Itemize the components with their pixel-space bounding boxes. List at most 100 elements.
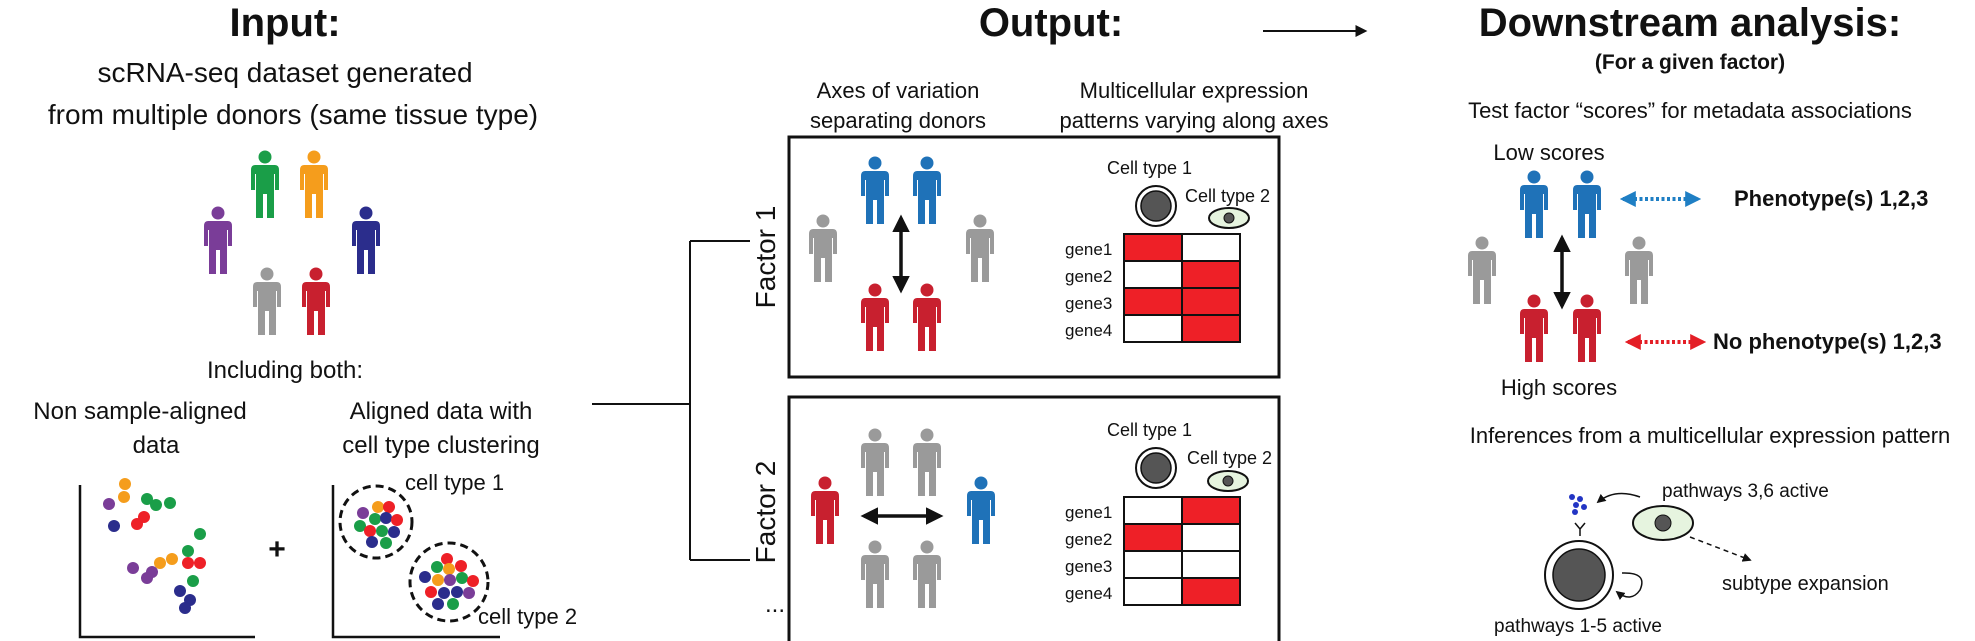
person-icon <box>967 476 995 544</box>
autocrine-arrow <box>1615 572 1643 600</box>
cell-nucleus-icon <box>1140 190 1172 222</box>
person-icon <box>1573 170 1601 238</box>
axes-variation-line2: separating donors <box>810 108 986 133</box>
person-icon <box>861 156 889 224</box>
expression-cell <box>1181 314 1241 343</box>
pathways-3-6-label: pathways 3,6 active <box>1662 481 1829 502</box>
person-icon <box>809 214 837 282</box>
donor-circle <box>204 150 380 335</box>
cell-nucleus-icon <box>1223 212 1235 224</box>
secreted-molecules-icon <box>1569 494 1587 515</box>
person-icon <box>913 428 941 496</box>
input-heading: Input: <box>229 1 340 45</box>
person-icon <box>913 540 941 608</box>
expression-cell <box>1123 496 1183 525</box>
person-icon <box>1573 294 1601 362</box>
person-icon <box>1625 236 1653 304</box>
person-icon <box>251 150 279 218</box>
person-icon <box>300 150 328 218</box>
input-description-line1: scRNA-seq dataset generated <box>97 57 472 88</box>
factor2-gene-label: gene3 <box>1065 557 1112 576</box>
person-icon <box>253 267 281 335</box>
downstream-subheading: (For a given factor) <box>1595 51 1785 74</box>
person-icon <box>811 476 839 544</box>
factor1-gene-label: gene4 <box>1065 321 1112 340</box>
factor2-gene-label: gene1 <box>1065 503 1112 522</box>
factor2-cell-type-2-label: Cell type 2 <box>1187 448 1272 468</box>
person-icon <box>352 206 380 274</box>
factor1-gene-label: gene1 <box>1065 240 1112 259</box>
expression-cell <box>1123 523 1183 552</box>
expression-cell <box>1123 314 1183 343</box>
expression-cell <box>1181 287 1241 316</box>
expression-cell <box>1181 523 1241 552</box>
aligned-scatter <box>331 484 500 639</box>
expression-cell <box>1123 233 1183 262</box>
subtype-expansion-label: subtype expansion <box>1722 573 1889 595</box>
inferences-text: Inferences from a multicellular expressi… <box>1470 423 1951 448</box>
person-icon <box>913 283 941 351</box>
scatter-points <box>103 478 206 614</box>
multicellular-patterns-line2: patterns varying along axes <box>1059 108 1328 133</box>
factor1-expression-grid <box>1123 233 1241 343</box>
cluster-2-points <box>419 553 479 610</box>
input-description-line2: from multiple donors (same tissue type) <box>48 99 538 130</box>
cell-type-1-label: cell type 1 <box>405 470 504 495</box>
expression-cell <box>1123 550 1183 579</box>
cell-nucleus-icon <box>1140 452 1172 484</box>
inference-illustration: pathways 3,6 active subtype expansion pa… <box>1494 481 1889 637</box>
cell-nucleus-icon <box>1222 475 1234 487</box>
factor1-cell-type-1-label: Cell type 1 <box>1107 158 1192 178</box>
expression-cell <box>1123 287 1183 316</box>
no-phenotype-label: No phenotype(s) 1,2,3 <box>1713 329 1942 354</box>
cell-nucleus-icon <box>1552 548 1606 602</box>
cell-nucleus-icon <box>1654 514 1672 532</box>
pathways-1-5-label: pathways 1-5 active <box>1494 616 1662 637</box>
person-icon <box>861 540 889 608</box>
expression-cell <box>1123 577 1183 606</box>
scatter-axes <box>331 485 500 639</box>
scatter-axes <box>78 485 255 639</box>
expression-cell <box>1181 577 1241 606</box>
test-scores-text: Test factor “scores” for metadata associ… <box>1468 98 1912 123</box>
expression-cell <box>1181 233 1241 262</box>
high-scores-label: High scores <box>1501 375 1617 400</box>
person-icon <box>302 267 330 335</box>
more-factors-ellipsis: ... <box>765 591 785 618</box>
aligned-label-line1: Aligned data with <box>350 398 533 425</box>
person-icon <box>1520 294 1548 362</box>
factor2-box: Factor 2 ... Cell type 1 Cell type 2 gen… <box>750 395 1281 641</box>
factor2-expression-grid <box>1123 496 1241 606</box>
person-icon <box>861 283 889 351</box>
factor1-label: Factor 1 <box>750 206 781 309</box>
factor1-gene-label: gene3 <box>1065 294 1112 313</box>
cell-type-2-label: cell type 2 <box>478 604 577 629</box>
factor-bracket <box>592 240 750 561</box>
output-heading: Output: <box>979 1 1123 45</box>
receptor-icon <box>1574 522 1586 536</box>
expression-cell <box>1181 260 1241 289</box>
factor2-cell-type-1-label: Cell type 1 <box>1107 420 1192 440</box>
factor1-cell-type-2-label: Cell type 2 <box>1185 186 1270 206</box>
cluster-1-points <box>354 501 403 549</box>
factor1-gene-label: gene2 <box>1065 267 1112 286</box>
factor2-label: Factor 2 <box>750 461 781 564</box>
factor2-gene-label: gene4 <box>1065 584 1112 603</box>
downstream-heading: Downstream analysis: <box>1479 1 1901 45</box>
factor1-frame <box>787 135 1281 379</box>
secretion-arrow <box>1596 492 1641 504</box>
expansion-arrow <box>1689 536 1752 562</box>
plus-sign: + <box>268 533 286 566</box>
factor1-box: Factor 1 Cell type 1 Cell type 2 gene1 g… <box>750 135 1281 379</box>
person-icon <box>204 206 232 274</box>
factor2-frame <box>787 395 1281 641</box>
person-icon <box>861 428 889 496</box>
low-scores-label: Low scores <box>1493 140 1604 165</box>
including-both-label: Including both: <box>207 357 363 384</box>
person-icon <box>966 214 994 282</box>
person-icon <box>913 156 941 224</box>
non-aligned-label-line1: Non sample-aligned <box>33 398 246 425</box>
factor2-gene-label: gene2 <box>1065 530 1112 549</box>
multicellular-patterns-line1: Multicellular expression <box>1080 78 1309 103</box>
